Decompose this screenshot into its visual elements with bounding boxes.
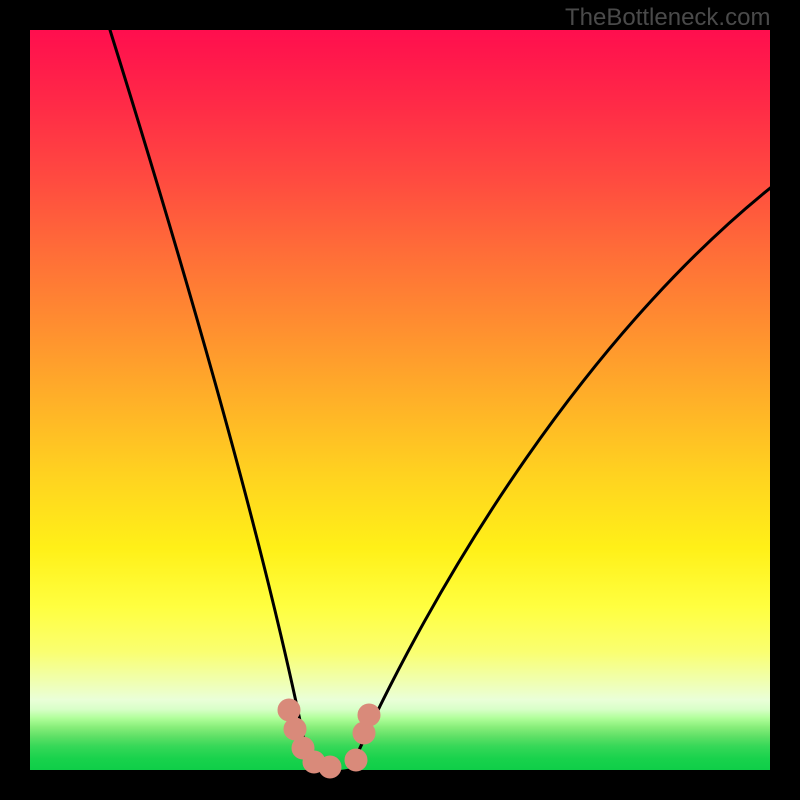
bottleneck-curve (110, 30, 800, 772)
chart-container: TheBottleneck.com (0, 0, 800, 800)
marker-point (358, 704, 380, 726)
curve-layer (0, 0, 800, 800)
marker-point (345, 749, 367, 771)
marker-point (319, 756, 341, 778)
